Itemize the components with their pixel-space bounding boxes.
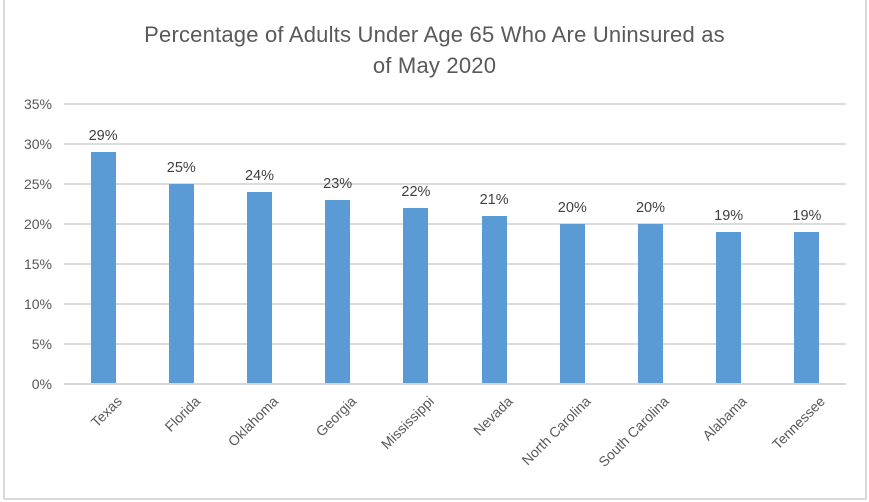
x-axis-category-label: Florida — [161, 393, 203, 435]
bar-mississippi — [403, 208, 429, 383]
x-axis-category-label: Nevada — [469, 393, 516, 439]
gridline — [64, 143, 846, 145]
chart-title-line1: Percentage of Adults Under Age 65 Who Ar… — [144, 22, 725, 47]
data-label: 20% — [635, 200, 666, 216]
bar-north-carolina — [559, 224, 585, 383]
x-axis-category-label: Mississippi — [378, 393, 438, 453]
data-label: 21% — [479, 192, 509, 208]
bar-texas — [90, 152, 116, 383]
gridline — [64, 183, 846, 185]
bar-tennessee — [794, 232, 820, 383]
y-axis-tick-label: 10% — [23, 296, 52, 312]
bar-florida — [168, 184, 194, 383]
data-label: 19% — [714, 208, 744, 224]
x-axis-category-label: North Carolina — [518, 393, 594, 469]
x-axis-line — [64, 383, 846, 385]
gridline — [64, 263, 846, 265]
data-label: 20% — [557, 200, 587, 216]
data-label: 24% — [244, 168, 275, 184]
data-label: 19% — [792, 208, 822, 224]
gridline — [64, 223, 846, 225]
data-label: 22% — [401, 184, 431, 200]
chart-title: Percentage of Adults Under Age 65 Who Ar… — [0, 19, 869, 81]
y-axis-tick-label: 0% — [31, 376, 52, 392]
chart-title-line2: of May 2020 — [372, 53, 497, 78]
bar-nevada — [481, 216, 507, 383]
y-axis-tick-label: 20% — [23, 216, 52, 232]
bar-georgia — [325, 200, 351, 383]
gridline — [64, 103, 846, 105]
bar-alabama — [716, 232, 742, 383]
data-label: 23% — [323, 176, 353, 192]
y-axis-tick-label: 5% — [31, 336, 52, 352]
y-axis-tick-label: 25% — [23, 176, 52, 192]
x-axis-category-label: South Carolina — [595, 393, 672, 470]
x-axis-category-label: Oklahoma — [224, 393, 281, 450]
data-label: 25% — [166, 160, 196, 176]
y-axis-tick-label: 30% — [23, 136, 52, 152]
bar-south-carolina — [638, 224, 663, 383]
x-axis-category-label: Alabama — [699, 393, 751, 444]
bar-oklahoma — [247, 192, 272, 383]
x-axis-category-label: Texas — [87, 393, 125, 431]
gridline — [64, 303, 846, 305]
gridline — [64, 343, 846, 345]
y-axis-tick-label: 35% — [23, 96, 52, 112]
x-axis-category-label: Tennessee — [769, 393, 829, 453]
y-axis-tick-label: 15% — [23, 256, 52, 272]
data-label: 29% — [88, 128, 118, 144]
x-axis-category-label: Georgia — [312, 393, 360, 440]
